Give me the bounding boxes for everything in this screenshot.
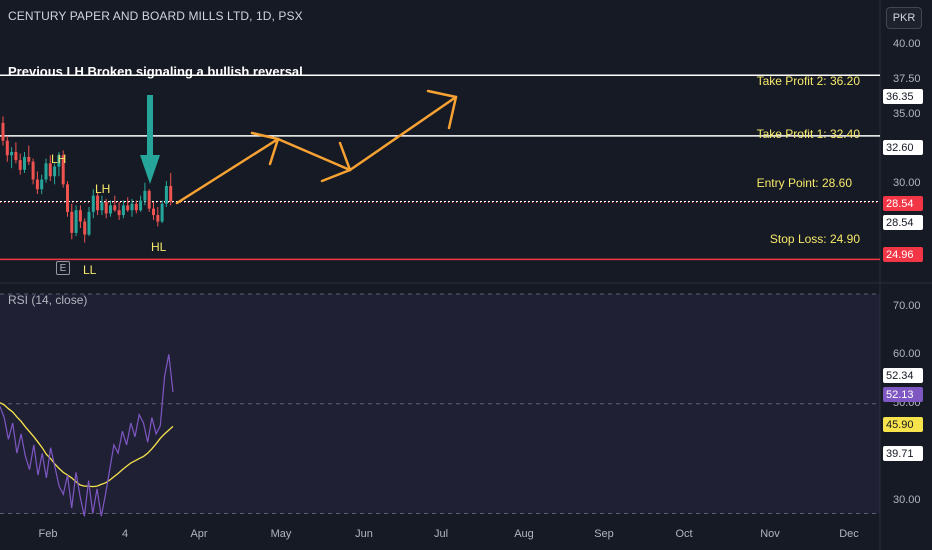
entry-label: Entry Point: 28.60 bbox=[756, 176, 852, 190]
candle-body bbox=[96, 195, 100, 211]
candle-body bbox=[143, 190, 147, 201]
arrow-head-2 bbox=[320, 141, 352, 183]
price-tick: 35.00 bbox=[893, 108, 921, 120]
projection-arrow-leg-3 bbox=[348, 95, 458, 172]
candle-body bbox=[1, 122, 5, 141]
candle-body bbox=[53, 166, 57, 177]
tp2-label: Take Profit 2: 36.20 bbox=[756, 74, 860, 88]
candle-body bbox=[78, 210, 82, 222]
candle-body bbox=[121, 205, 125, 216]
candle-body bbox=[109, 205, 112, 214]
rsi-tag-ma: 45.90 bbox=[883, 417, 923, 432]
price-tag-entry: 28.54 bbox=[883, 215, 923, 230]
candle-body bbox=[147, 190, 151, 209]
candle-body bbox=[18, 160, 22, 170]
candle-body bbox=[104, 202, 108, 214]
candle-body bbox=[139, 200, 143, 211]
time-tick: Apr bbox=[190, 528, 208, 540]
candle-body bbox=[57, 155, 61, 167]
candle-body bbox=[14, 152, 18, 161]
tp1-label: Take Profit 1: 32.40 bbox=[756, 127, 860, 141]
candle-body bbox=[5, 140, 9, 156]
candle-body bbox=[126, 205, 130, 211]
candle-body bbox=[31, 161, 35, 180]
idea-headline: Previous LH Broken signaling a bullish r… bbox=[8, 64, 303, 79]
time-tick: Aug bbox=[514, 528, 534, 540]
candle-body bbox=[74, 210, 78, 233]
candle-body bbox=[91, 195, 95, 212]
candle-body bbox=[130, 203, 134, 211]
candle-body bbox=[87, 211, 91, 235]
candle-body bbox=[164, 185, 168, 204]
price-tag-last: 28.54 bbox=[883, 196, 923, 211]
signal-arrow-head bbox=[140, 155, 160, 184]
projection-arrow-leg-1 bbox=[175, 137, 280, 205]
candle-body bbox=[117, 210, 121, 216]
price-tick: 40.00 bbox=[893, 38, 921, 50]
rsi-tick: 60.00 bbox=[893, 348, 921, 360]
rsi-line bbox=[0, 354, 174, 517]
time-tick: May bbox=[270, 528, 292, 540]
candle-body bbox=[169, 185, 173, 202]
rsi-legend[interactable]: RSI (14, close) bbox=[8, 293, 88, 307]
currency-button[interactable]: PKR bbox=[886, 7, 922, 29]
time-tick: Sep bbox=[594, 528, 614, 540]
time-tick: Jul bbox=[433, 528, 449, 540]
time-tick: Oct bbox=[675, 528, 693, 540]
candle-body bbox=[113, 205, 117, 211]
candle-body bbox=[44, 163, 48, 180]
rsi-tag-value: 52.13 bbox=[883, 387, 923, 402]
candle-body bbox=[66, 184, 69, 212]
hl-label: HL bbox=[151, 240, 167, 254]
time-tick: Feb bbox=[38, 528, 58, 540]
candle-body bbox=[10, 152, 14, 156]
rsi-ma-line bbox=[0, 402, 174, 488]
rsi-tick: 70.00 bbox=[893, 300, 921, 312]
price-tick: 30.00 bbox=[893, 177, 921, 189]
earnings-badge[interactable]: E bbox=[56, 261, 70, 275]
candle-body bbox=[83, 221, 87, 235]
rsi-tag: 39.71 bbox=[883, 446, 923, 461]
projection-arrow-leg-2 bbox=[276, 137, 352, 172]
ll-label: LL bbox=[83, 263, 97, 277]
candle-body bbox=[23, 156, 26, 170]
time-tick: Nov bbox=[760, 528, 780, 540]
candle-body bbox=[48, 163, 52, 177]
candle-body bbox=[134, 203, 138, 211]
candle-body bbox=[61, 155, 65, 185]
candle-body bbox=[152, 208, 155, 216]
candle-body bbox=[40, 179, 44, 190]
candle-body bbox=[100, 202, 104, 211]
arrow-head-3 bbox=[426, 89, 458, 130]
stop-loss-label: Stop Loss: 24.90 bbox=[769, 232, 860, 246]
price-tag-stop: 24.96 bbox=[883, 247, 923, 262]
candle-body bbox=[156, 215, 160, 222]
time-tick: Dec bbox=[839, 528, 859, 540]
price-tag-tp1: 32.60 bbox=[883, 140, 923, 155]
rsi-tag: 52.34 bbox=[883, 368, 923, 383]
candle-body bbox=[27, 156, 31, 162]
time-tick: 4 bbox=[121, 528, 129, 540]
candle-body bbox=[35, 179, 39, 190]
time-tick: Jun bbox=[355, 528, 373, 540]
price-tag-tp2: 36.35 bbox=[883, 89, 923, 104]
rsi-tick: 30.00 bbox=[893, 494, 921, 506]
candle-body bbox=[70, 211, 74, 233]
price-tick: 37.50 bbox=[893, 73, 921, 85]
lh-label-2: LH bbox=[95, 182, 111, 196]
lh-label-1: LH bbox=[51, 152, 67, 166]
symbol-title[interactable]: CENTURY PAPER AND BOARD MILLS LTD, 1D, P… bbox=[8, 9, 303, 23]
candle-body bbox=[160, 203, 164, 222]
